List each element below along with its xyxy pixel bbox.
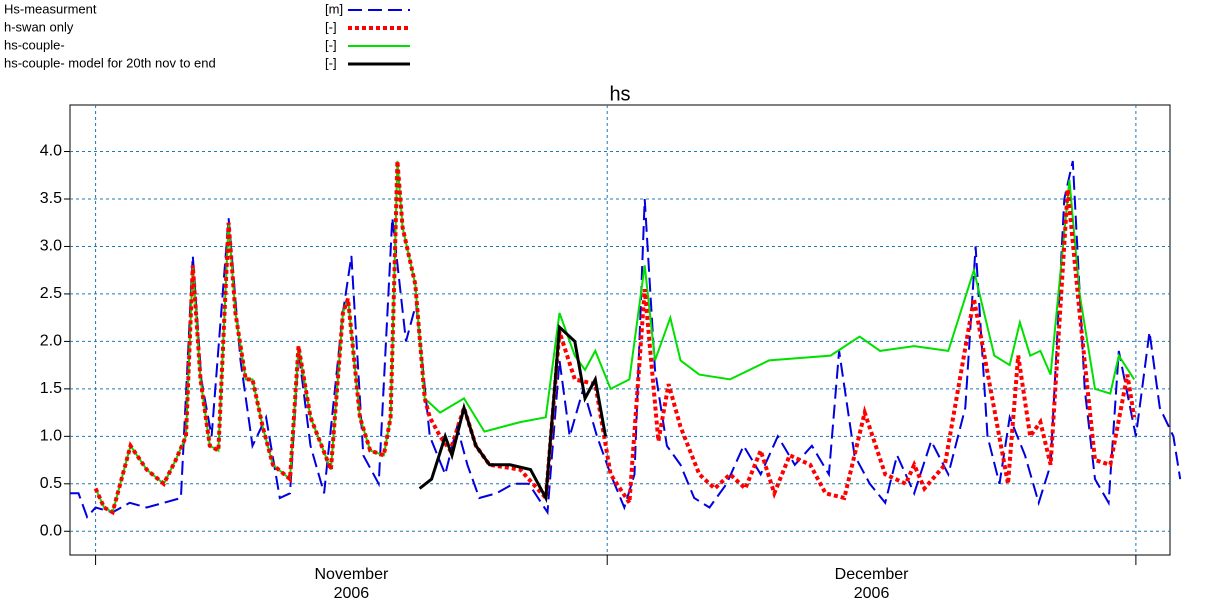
y-tick-label: 2.0 [40,333,62,350]
legend-label: hs-couple- [4,37,65,52]
series-line [93,160,1137,516]
plot-frame [69,104,1171,556]
chart-title: hs [609,83,630,105]
y-tick-label: 3.5 [40,190,62,207]
legend-label: hs-couple- model for 20th nov to end [4,55,216,70]
legend-label: Hs-measurment [4,1,97,16]
legend-unit: [-] [325,19,337,34]
y-tick-label: 4.0 [40,143,62,160]
x-tick-label: November 2006 [314,566,389,602]
y-tick-label: 2.5 [40,285,62,302]
legend-unit: [m] [325,1,343,16]
y-tick-label: 3.0 [40,238,62,255]
y-tick-label: 1.5 [40,380,62,397]
x-tick-label: December 2006 [834,566,909,602]
legend-label: h-swan only [4,19,74,34]
series-line [418,323,607,504]
y-tick-label: 0.5 [40,475,62,492]
y-tick-label: 0.0 [40,522,62,539]
y-tick-label: 1.0 [40,428,62,445]
legend-unit: [-] [325,37,337,52]
legend-unit: [-] [325,55,337,70]
series-line [94,160,1136,514]
series-line [70,160,1182,519]
